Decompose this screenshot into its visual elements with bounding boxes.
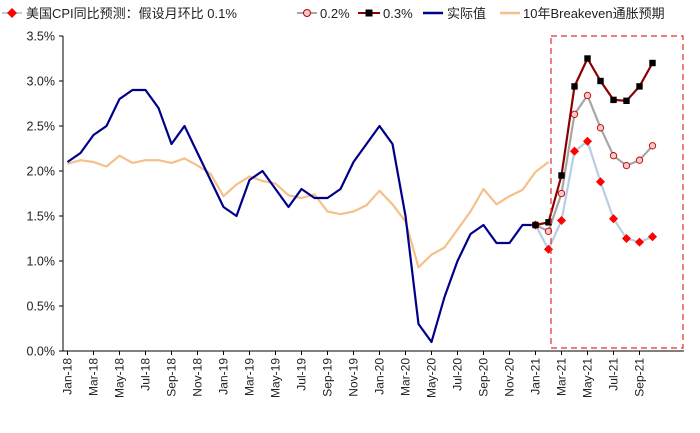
forecast-0.2-point: [609, 152, 618, 160]
forecast-0.2-point: [648, 142, 657, 150]
forecast-0.3-point: [571, 83, 578, 90]
x-tick-label: May-19: [269, 358, 283, 398]
series-breakeven-line: [67, 154, 550, 269]
forecast-0.1-point: [556, 215, 567, 226]
legend-item-forecast-0.1: 美国CPI同比预测：假设月环比 0.1%: [2, 6, 237, 21]
forecast-0.2-point: [583, 91, 592, 100]
legend-item-breakeven: 10年Breakeven通胀预期: [500, 6, 665, 21]
legend-label-forecast-0.2: 0.2%: [320, 6, 350, 21]
forecast-0.3-point: [532, 221, 539, 229]
forecast-0.1-point: [647, 232, 658, 242]
diamond-marker-icon: [7, 8, 17, 18]
y-tick-label: 1.5%: [27, 210, 56, 224]
x-tick-label: Mar-21: [555, 358, 569, 396]
legend-label-actual: 实际值: [447, 6, 486, 21]
x-tick-label: Jan-19: [217, 358, 231, 395]
x-tick-label: Mar-19: [243, 358, 257, 396]
x-tick-label: Sep-20: [477, 358, 491, 397]
y-tick-label: 3.0%: [27, 75, 56, 89]
x-tick-label: Mar-18: [87, 358, 101, 396]
x-tick-label: Sep-18: [165, 358, 179, 397]
x-tick-label: Jul-20: [451, 358, 465, 391]
legend-label-forecast-0.3: 0.3%: [383, 6, 413, 21]
x-tick-label: May-18: [113, 358, 127, 398]
x-tick-label: Jul-19: [295, 358, 309, 391]
forecast-0.3-point: [610, 96, 617, 104]
y-tick-label: 0.0%: [27, 345, 56, 359]
legend-label-forecast-0.1: 美国CPI同比预测：假设月环比 0.1%: [26, 6, 237, 21]
y-tick-label: 3.5%: [27, 30, 56, 44]
x-tick-label: Sep-21: [633, 358, 647, 397]
legend-item-forecast-0.2: 0.2%: [297, 6, 350, 21]
legend: 美国CPI同比预测：假设月环比 0.1% 0.2% 0.3% 实际值 10年Br…: [2, 6, 665, 21]
y-tick-label: 0.5%: [27, 300, 56, 314]
forecast-0.2-point: [544, 227, 553, 235]
legend-item-forecast-0.3: 0.3%: [358, 6, 413, 21]
forecast-0.3-point: [649, 59, 656, 67]
forecast-0.3-point: [558, 172, 565, 179]
y-tick-label: 2.0%: [27, 165, 56, 179]
forecast-0.2-point: [596, 124, 605, 132]
x-tick-label: Nov-18: [191, 358, 205, 397]
x-tick-label: Nov-20: [503, 358, 517, 397]
circle-marker-icon: [303, 9, 311, 17]
series-forecast-0.2-line: [535, 94, 654, 233]
x-tick-label: May-21: [581, 358, 595, 398]
x-tick-label: Jul-21: [607, 358, 621, 391]
forecast-0.3-point: [545, 219, 552, 226]
y-tick-label: 2.5%: [27, 120, 56, 134]
legend-item-actual: 实际值: [423, 6, 486, 21]
forecast-0.3-point: [597, 77, 604, 85]
forecast-0.1-point: [595, 177, 606, 187]
x-tick-label: Nov-19: [347, 358, 361, 397]
x-tick-label: Jan-18: [61, 358, 75, 395]
y-axis: 0.0% 0.5% 1.0% 1.5% 2.0% 2.5% 3.0% 3.5%: [27, 30, 64, 359]
forecast-0.2-point: [570, 110, 579, 118]
x-tick-label: Mar-20: [399, 358, 413, 396]
series-actual-line: [66, 88, 536, 344]
x-tick-label: Sep-19: [321, 358, 335, 397]
forecast-0.2-point: [557, 189, 566, 198]
x-tick-label: May-20: [425, 358, 439, 398]
x-tick-label: Jan-20: [373, 358, 387, 395]
x-tick-label: Jan-21: [529, 358, 543, 395]
forecast-highlight-box: [550, 35, 684, 349]
forecast-0.3-point: [636, 83, 643, 90]
y-tick-label: 1.0%: [27, 255, 56, 269]
forecast-0.2-point: [635, 156, 644, 164]
square-marker-icon: [365, 9, 373, 17]
forecast-0.1-point: [634, 237, 645, 247]
forecast-0.3-point: [623, 97, 630, 104]
forecast-0.3-point: [584, 55, 591, 62]
legend-label-breakeven: 10年Breakeven通胀预期: [523, 6, 665, 21]
series-forecast-0.3-line: [535, 57, 654, 227]
forecast-0.1-point: [543, 244, 554, 254]
series-forecast-0.1-line: [534, 140, 653, 251]
forecast-0.2-point: [622, 161, 631, 170]
x-tick-label: Jul-18: [139, 358, 153, 391]
x-axis: Jan-18 Mar-18 May-18 Jul-18 Sep-18 Nov-18 Jan-…: [61, 350, 684, 398]
